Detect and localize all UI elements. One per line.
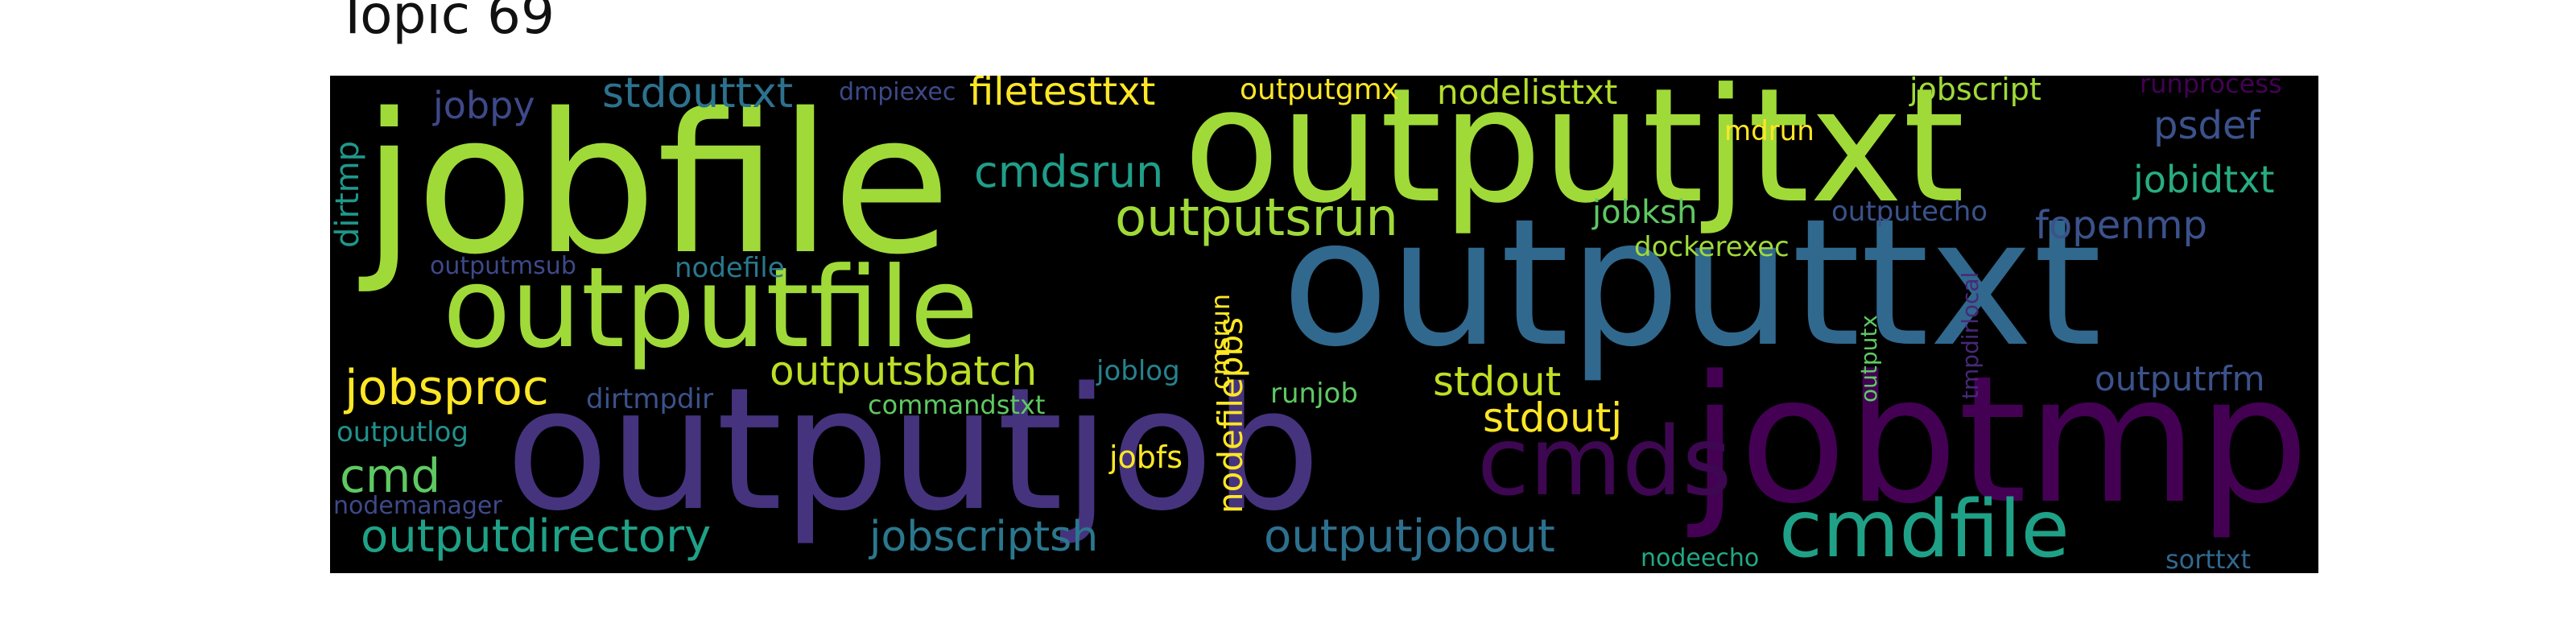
word-jobksh: jobksh — [1592, 194, 1698, 231]
word-dirtmpdir: dirtmpdir — [586, 383, 714, 415]
word-jobpy: jobpy — [433, 84, 535, 127]
word-cmdfile: cmdfile — [1779, 484, 2070, 573]
word-jobfs: jobfs — [1109, 440, 1183, 475]
word-jobscript: jobscript — [1909, 76, 2041, 107]
word-outputfile: outputfile — [443, 243, 979, 373]
word-mdrun: mdrun — [1724, 115, 1814, 147]
word-cloud: jobfile outputjtxt outputtxt outputjob j… — [330, 76, 2318, 573]
word-outputgmx: outputgmx — [1240, 76, 1399, 106]
word-outputx: outputx — [1856, 315, 1882, 402]
word-stdouttxt: stdouttxt — [602, 76, 794, 118]
word-outputmsub: outputmsub — [430, 252, 576, 280]
word-dirtmp: dirtmp — [330, 141, 366, 248]
word-jobtmp: jobtmp — [1690, 339, 2310, 543]
word-commandstxt: commandstxt — [868, 390, 1046, 420]
word-fopenmp: fopenmp — [2035, 203, 2207, 248]
word-outputlog: outputlog — [336, 416, 469, 448]
word-jobsproc: jobsproc — [345, 360, 549, 416]
word-outputjtxt: outputjtxt — [1183, 76, 1965, 238]
word-outputsbatch: outputsbatch — [770, 348, 1038, 394]
word-nodemanager: nodemanager — [333, 492, 502, 520]
word-outputsrun: outputsrun — [1115, 188, 1398, 248]
page-title: Topic 69 — [336, 0, 555, 46]
word-filetesttxt: filetesttxt — [969, 76, 1156, 114]
word-tmpdirlocal: tmpdirlocal — [1957, 271, 1984, 399]
word-outputjob: outputjob — [506, 351, 1321, 548]
word-psdef: psdef — [2153, 103, 2260, 148]
word-jobscriptsh: jobscriptsh — [869, 513, 1099, 561]
word-cmdsrun: cmdsrun — [974, 147, 1164, 197]
word-sorttxt: sorttxt — [2165, 544, 2251, 573]
word-runprocess: runprocess — [2140, 76, 2282, 99]
word-stdout: stdout — [1433, 358, 1562, 405]
word-nodeecho: nodeecho — [1641, 544, 1760, 572]
word-outputjobout: outputjobout — [1264, 510, 1555, 563]
word-jobidtxt: jobidtxt — [2133, 158, 2275, 201]
word-nodefile: nodefile — [675, 252, 785, 284]
word-cmd: cmd — [340, 448, 441, 503]
word-cmsrun: cmsrun — [1205, 293, 1236, 390]
word-nodelisttxt: nodelisttxt — [1437, 76, 1618, 112]
word-stdoutj: stdoutj — [1483, 394, 1623, 441]
word-dockerexec: dockerexec — [1634, 231, 1790, 263]
word-runjob: runjob — [1270, 378, 1358, 410]
word-outputdirectory: outputdirectory — [361, 510, 712, 563]
word-outputtxt: outputtxt — [1282, 182, 2103, 386]
word-outputrfm: outputrfm — [2095, 359, 2265, 398]
word-outputecho: outputecho — [1831, 196, 1988, 228]
word-dmpiexec: dmpiexec — [839, 78, 956, 106]
word-joblog: joblog — [1096, 355, 1180, 387]
word-jobfile: jobfile — [362, 76, 952, 297]
word-cmds: cmds — [1477, 406, 1732, 517]
